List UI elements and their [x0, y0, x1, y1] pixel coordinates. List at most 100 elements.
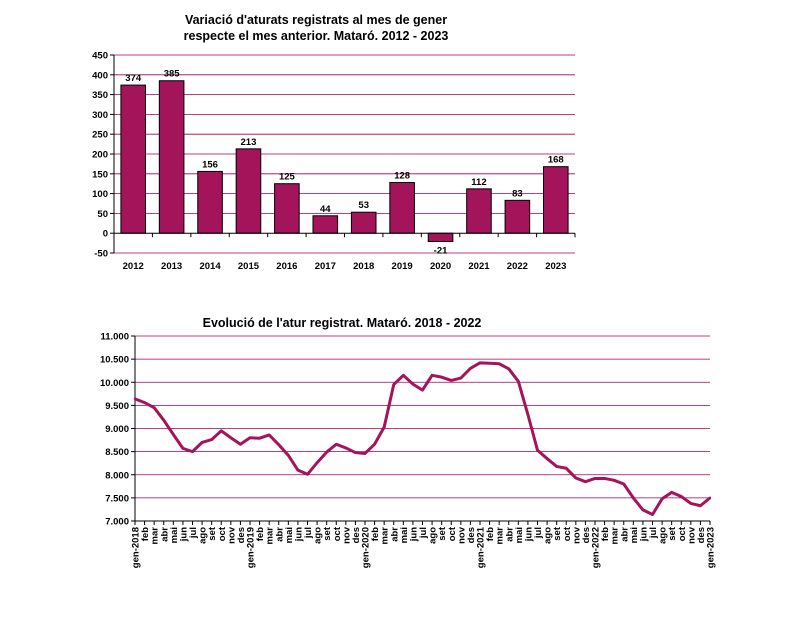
line-x-tick-label: mai [399, 527, 410, 543]
line-point [459, 376, 463, 380]
line-x-tick-label: des [696, 527, 707, 543]
bar-x-tick-label: 2016 [276, 261, 297, 272]
line-x-tick-label: abr [389, 527, 400, 542]
line-point [488, 362, 491, 365]
line-point [239, 443, 242, 446]
bar-data-label: 156 [202, 159, 218, 170]
line-x-tick-label: des [236, 527, 247, 543]
line-x-tick-label: abr [274, 527, 285, 542]
line-point [287, 454, 290, 457]
bar-2015 [235, 148, 262, 234]
line-point [555, 465, 558, 468]
bar-data-label: 128 [394, 171, 410, 182]
line-y-tick-label: 9.000 [105, 424, 129, 435]
bar-chart-title-line-1: Variació d'aturats registrats al mes de … [185, 13, 447, 27]
line-point [641, 508, 645, 512]
line-point [478, 361, 482, 365]
bar-x-tick-label: 2017 [315, 261, 336, 272]
line-chart: Evolució de l'atur registrat. Mataró. 20… [100, 316, 717, 568]
line-x-tick-label: nov [226, 526, 237, 544]
bar-2019 [389, 182, 415, 234]
line-x-tick-label: feb [370, 527, 381, 541]
line-point [670, 491, 673, 494]
bar-data-label: 53 [358, 200, 369, 211]
line-point [574, 476, 578, 480]
line-point [152, 406, 156, 409]
bar-y-tick-label: 250 [92, 130, 108, 141]
line-point [315, 461, 319, 464]
line-x-tick-label: oct [332, 526, 343, 541]
line-point [497, 362, 501, 365]
line-x-tick-label: nov [341, 526, 352, 544]
bar-x-tick-label: 2013 [161, 261, 182, 272]
line-chart-title: Evolució de l'atur registrat. Mataró. 20… [203, 316, 482, 330]
line-x-tick-label: feb [140, 527, 151, 541]
line-x-tick-label: set [207, 526, 218, 541]
bar-y-tick-label: 400 [92, 70, 108, 81]
line-x-tick-label: des [466, 527, 477, 543]
line-point [248, 436, 252, 439]
line-x-tick-label: ago [313, 527, 324, 544]
line-x-tick-label: des [581, 527, 592, 543]
line-x-tick-label: abr [159, 527, 170, 542]
bar-2014 [197, 170, 223, 234]
bar-x-tick-label: 2012 [123, 261, 144, 272]
line-point [181, 447, 185, 450]
line-y-tick-label: 8.500 [105, 447, 129, 458]
line-point [258, 437, 261, 440]
line-point [450, 379, 453, 382]
line-x-tick-label: mar [265, 527, 276, 545]
line-point [306, 473, 309, 476]
line-x-tick-label: jul [648, 527, 659, 539]
line-x-tick-label: ago [658, 527, 669, 544]
line-x-tick-label: jun [408, 527, 419, 542]
line-x-tick-label: feb [485, 527, 496, 541]
line-x-tick-label: set [667, 526, 678, 541]
line-x-tick-label: mai [629, 527, 640, 543]
line-point [469, 367, 472, 370]
bar-y-tick-label: 200 [92, 150, 108, 161]
line-x-tick-label: gen-2021 [476, 526, 487, 568]
line-point [382, 425, 386, 429]
line-point [191, 450, 194, 453]
line-point [354, 451, 357, 454]
bar-data-label: -21 [434, 246, 448, 257]
line-x-tick-label: set [552, 526, 563, 541]
line-x-tick-label: set [322, 526, 333, 541]
line-point [622, 482, 625, 486]
line-point [660, 497, 664, 500]
bar-y-tick-label: -50 [94, 249, 108, 260]
bar-y-tick-label: 50 [97, 209, 108, 220]
bar-y-tick-label: 300 [92, 110, 108, 121]
bar-x-tick-label: 2020 [430, 261, 451, 272]
line-x-tick-label: mar [610, 527, 621, 545]
bar-data-label: 168 [548, 155, 564, 166]
line-x-tick-label: gen-2019 [246, 527, 257, 568]
line-point [402, 374, 405, 377]
line-point [526, 413, 530, 416]
line-x-tick-label: mai [169, 527, 180, 543]
line-point [421, 388, 424, 392]
bar-x-tick-label: 2018 [353, 261, 374, 272]
line-point [162, 418, 165, 422]
line-y-tick-label: 10.500 [100, 355, 129, 366]
line-x-tick-label: oct [217, 526, 228, 541]
line-point [325, 450, 328, 454]
line-y-tick-label: 7.500 [105, 493, 129, 504]
line-point [632, 496, 635, 500]
line-x-tick-label: mai [284, 527, 295, 543]
line-x-tick-label: abr [504, 527, 515, 542]
line-point [517, 380, 520, 383]
line-point [363, 452, 367, 455]
line-point [392, 383, 395, 386]
line-x-tick-label: gen-2018 [131, 527, 142, 568]
line-point [296, 468, 300, 472]
line-x-tick-label: mar [495, 527, 506, 545]
bar-2013 [158, 80, 185, 234]
line-point [536, 449, 539, 452]
line-x-tick-label: jul [188, 527, 199, 539]
line-x-tick-label: jun [523, 527, 534, 542]
bar-chart-title-line-2: respecte el mes anterior. Mataró. 2012 -… [184, 29, 449, 43]
bar-x-tick-label: 2015 [238, 261, 260, 272]
